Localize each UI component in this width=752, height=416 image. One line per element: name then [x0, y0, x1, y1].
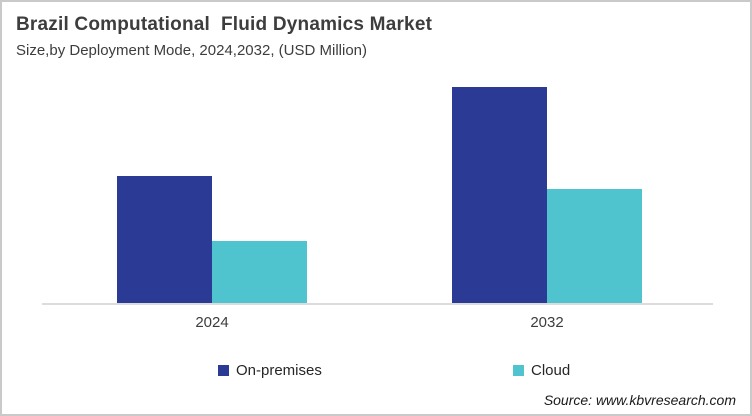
chart-subtitle: Size,by Deployment Mode, 2024,2032, (USD…: [16, 42, 367, 59]
chart-title: Brazil Computational Fluid Dynamics Mark…: [16, 14, 433, 35]
bar-cloud-2024: [212, 241, 307, 304]
bar-on-premises-2032: [452, 87, 547, 304]
bar-on-premises-2024: [117, 176, 212, 304]
legend-swatch-on-premises-icon: [218, 365, 229, 376]
x-axis-line: [42, 303, 713, 305]
legend-label-on-premises: On-premises: [236, 362, 322, 379]
source-credit: Source: www.kbvresearch.com: [543, 392, 736, 408]
legend-swatch-cloud-icon: [513, 365, 524, 376]
x-tick-label-2032: 2032: [530, 314, 564, 331]
legend-item-cloud: Cloud: [513, 362, 570, 379]
legend-item-on-premises: On-premises: [218, 362, 322, 379]
x-tick-label-2024: 2024: [195, 314, 229, 331]
bar-cloud-2032: [547, 189, 642, 304]
legend-label-cloud: Cloud: [531, 362, 571, 379]
plot-area: [42, 80, 713, 305]
